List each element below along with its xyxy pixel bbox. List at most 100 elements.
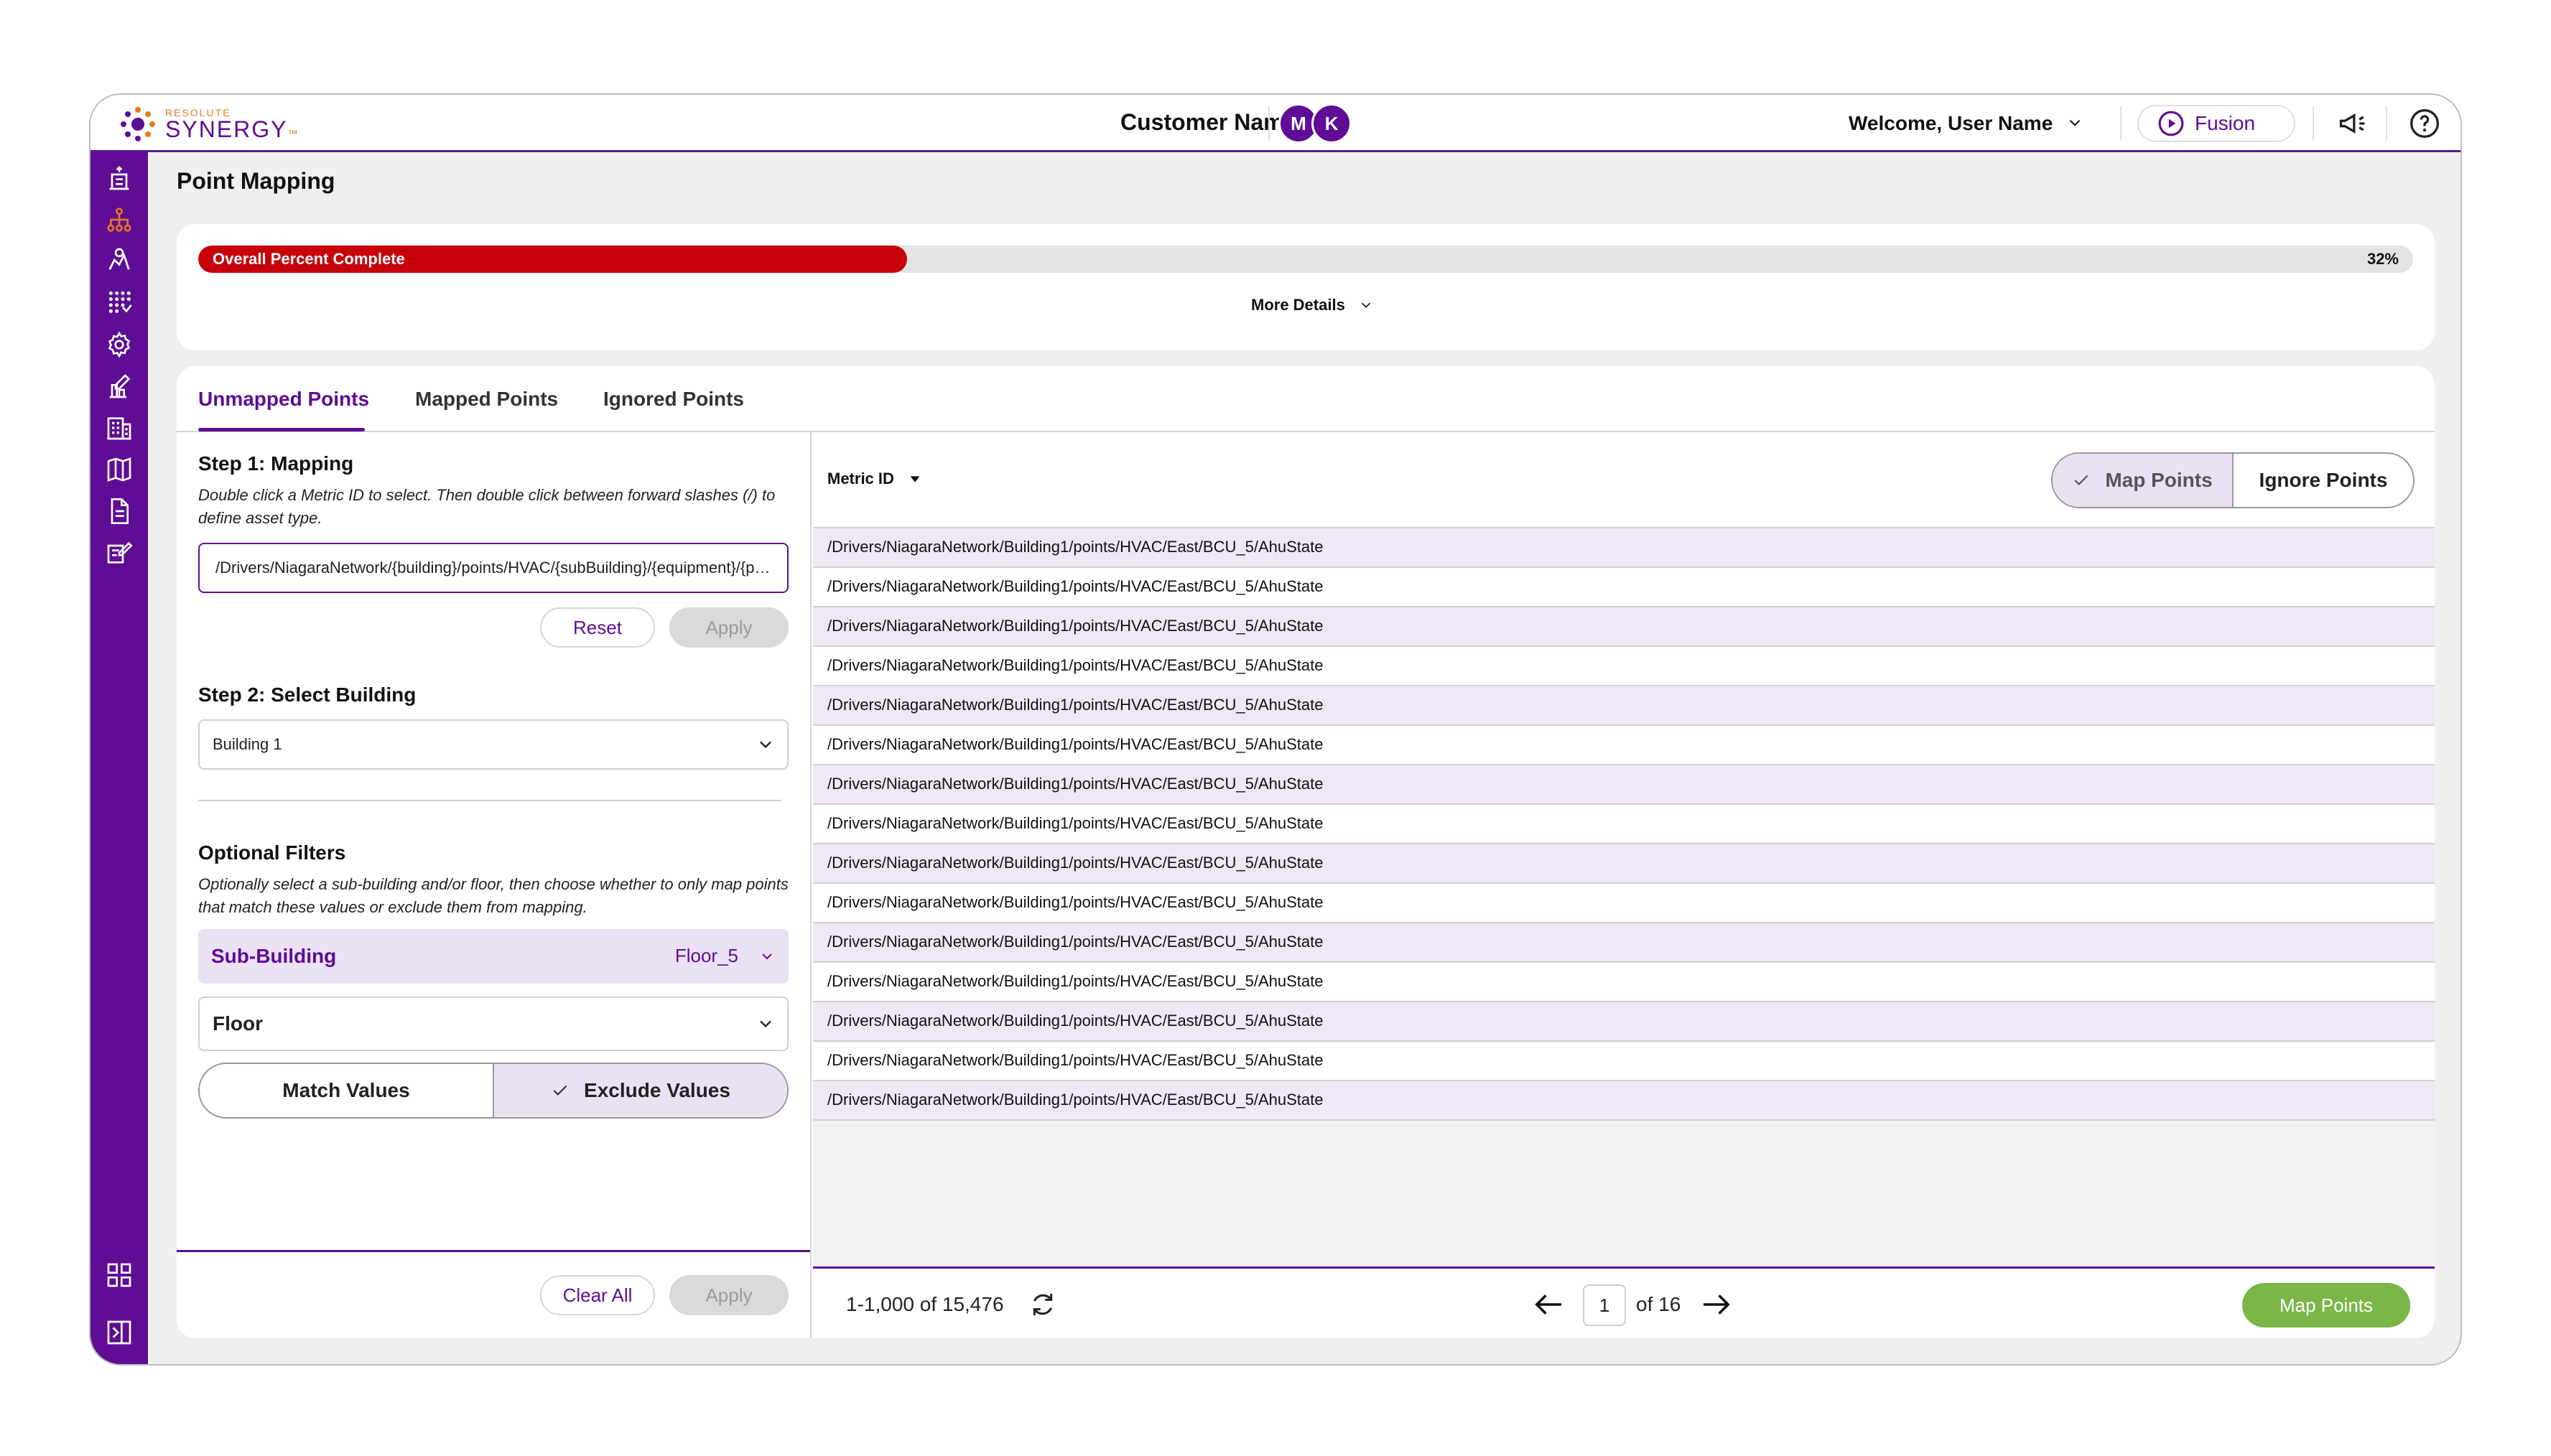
sub-building-select[interactable]: Sub-Building Floor_5 bbox=[198, 929, 789, 984]
megaphone-icon[interactable] bbox=[2337, 108, 2369, 139]
top-bar: RESOLUTE SYNERGY™ Customer Name M K Welc… bbox=[90, 95, 2461, 152]
map-points-option[interactable]: Map Points bbox=[2053, 454, 2234, 507]
metric-id-column-header[interactable]: Metric ID bbox=[827, 470, 923, 488]
map-book-icon[interactable] bbox=[105, 455, 134, 484]
progress-percent: 32% bbox=[2366, 250, 2399, 268]
check-icon bbox=[553, 1085, 567, 1096]
total-pages: of 16 bbox=[1636, 1293, 1681, 1315]
progress-card: Overall Percent Complete 32% More Detail… bbox=[177, 224, 2435, 350]
main-card: Unmapped Points Mapped Points Ignored Po… bbox=[177, 366, 2435, 1338]
table-row[interactable]: /Drivers/NiagaraNetwork/Building1/points… bbox=[813, 607, 2435, 647]
document-icon[interactable] bbox=[105, 497, 134, 526]
section-divider bbox=[198, 800, 781, 801]
table-row[interactable]: /Drivers/NiagaraNetwork/Building1/points… bbox=[813, 963, 2435, 1002]
app-window: RESOLUTE SYNERGY™ Customer Name M K Welc… bbox=[89, 93, 2462, 1366]
apps-grid-icon[interactable] bbox=[105, 1261, 134, 1289]
step1-description: Double click a Metric ID to select. Then… bbox=[198, 486, 776, 527]
tab-mapped-points[interactable]: Mapped Points bbox=[415, 388, 559, 410]
table-row[interactable]: /Drivers/NiagaraNetwork/Building1/points… bbox=[813, 1042, 2435, 1081]
edit-list-icon[interactable] bbox=[105, 538, 134, 567]
pagination-bar: 1-1,000 of 15,476 1 of 16 Map Points bbox=[813, 1266, 2435, 1338]
fusion-label: Fusion bbox=[2195, 112, 2256, 134]
match-exclude-toggle: Match Values Exclude Values bbox=[198, 1063, 789, 1119]
building-select[interactable]: Building 1 bbox=[198, 719, 789, 770]
sub-building-value: Floor_5 bbox=[674, 945, 738, 966]
chevron-down-icon bbox=[760, 1020, 771, 1028]
sub-building-label: Sub-Building bbox=[211, 945, 337, 967]
chevron-down-icon bbox=[760, 741, 771, 749]
table-row[interactable]: /Drivers/NiagaraNetwork/Building1/points… bbox=[813, 568, 2435, 607]
synergy-logo[interactable]: RESOLUTE SYNERGY™ bbox=[116, 103, 299, 145]
gear-icon[interactable] bbox=[105, 330, 134, 359]
active-tab-indicator bbox=[198, 428, 365, 431]
table-row[interactable]: /Drivers/NiagaraNetwork/Building1/points… bbox=[813, 726, 2435, 765]
map-points-option-label: Map Points bbox=[2105, 469, 2213, 491]
floor-select[interactable]: Floor bbox=[198, 997, 789, 1051]
optional-filters-title: Optional Filters bbox=[198, 841, 346, 864]
logo-name: SYNERGY™ bbox=[165, 116, 299, 142]
building-grid-icon[interactable] bbox=[105, 414, 134, 442]
metric-id-label: Metric ID bbox=[827, 470, 894, 487]
arrow-right-icon[interactable] bbox=[1701, 1292, 1732, 1317]
synergy-logo-icon bbox=[121, 107, 155, 141]
page-title: Point Mapping bbox=[177, 168, 335, 194]
floor-label: Floor bbox=[213, 1012, 263, 1035]
table-row[interactable]: /Drivers/NiagaraNetwork/Building1/points… bbox=[813, 1081, 2435, 1121]
header-divider bbox=[2386, 106, 2387, 141]
avatar[interactable]: K bbox=[1311, 103, 1352, 144]
fusion-button[interactable]: Fusion bbox=[2137, 105, 2295, 142]
page-number-input[interactable]: 1 bbox=[1583, 1284, 1626, 1326]
exclude-values-option[interactable]: Exclude Values bbox=[493, 1064, 787, 1117]
network-settings-icon[interactable] bbox=[105, 246, 134, 274]
points-grid-icon[interactable] bbox=[105, 287, 134, 316]
apply-mapping-button[interactable]: Apply bbox=[669, 607, 789, 648]
clear-all-button[interactable]: Clear All bbox=[540, 1275, 655, 1315]
chevron-down-icon bbox=[1361, 302, 1370, 309]
report-edit-icon[interactable] bbox=[105, 372, 134, 401]
arrow-left-icon[interactable] bbox=[1533, 1292, 1564, 1317]
apply-filters-button[interactable]: Apply bbox=[669, 1275, 789, 1315]
map-points-button[interactable]: Map Points bbox=[2242, 1283, 2410, 1327]
customer-name: Customer Name bbox=[1120, 109, 1297, 135]
step1-title: Step 1: Mapping bbox=[198, 452, 354, 475]
more-details-toggle[interactable]: More Details bbox=[1251, 296, 1374, 314]
step2-title: Step 2: Select Building bbox=[198, 683, 417, 706]
mapping-pattern-input[interactable]: /Drivers/NiagaraNetwork/{building}/point… bbox=[198, 543, 789, 593]
reset-button[interactable]: Reset bbox=[540, 607, 655, 648]
record-count: 1-1,000 of 15,476 bbox=[846, 1293, 1004, 1315]
table-row[interactable]: /Drivers/NiagaraNetwork/Building1/points… bbox=[813, 844, 2435, 884]
exit-icon[interactable] bbox=[105, 1318, 134, 1347]
exclude-values-label: Exclude Values bbox=[584, 1079, 730, 1101]
grid-header: Metric ID Map Points Ignore Points bbox=[813, 432, 2435, 528]
mapping-panel: Step 1: Mapping Double click a Metric ID… bbox=[177, 432, 812, 1338]
match-values-option[interactable]: Match Values bbox=[282, 1079, 410, 1101]
map-ignore-toggle: Map Points Ignore Points bbox=[2051, 452, 2415, 508]
refresh-icon[interactable] bbox=[1028, 1290, 1057, 1319]
points-grid: Metric ID Map Points Ignore Points /Driv… bbox=[813, 432, 2435, 1338]
logo-small-text: RESOLUTE bbox=[165, 107, 231, 118]
grid-rows: /Drivers/NiagaraNetwork/Building1/points… bbox=[813, 528, 2435, 1121]
help-icon[interactable] bbox=[2409, 108, 2440, 139]
user-menu[interactable]: Welcome, User Name bbox=[1849, 112, 2053, 134]
table-row[interactable]: /Drivers/NiagaraNetwork/Building1/points… bbox=[813, 647, 2435, 686]
table-row[interactable]: /Drivers/NiagaraNetwork/Building1/points… bbox=[813, 923, 2435, 963]
progress-label: Overall Percent Complete bbox=[213, 250, 405, 268]
table-row[interactable]: /Drivers/NiagaraNetwork/Building1/points… bbox=[813, 884, 2435, 923]
chevron-down-icon bbox=[762, 953, 772, 960]
table-row[interactable]: /Drivers/NiagaraNetwork/Building1/points… bbox=[813, 1002, 2435, 1042]
tab-unmapped-points[interactable]: Unmapped Points bbox=[198, 388, 370, 410]
hierarchy-icon[interactable] bbox=[105, 205, 134, 234]
building-upload-icon[interactable] bbox=[105, 164, 134, 192]
progress-bar: Overall Percent Complete 32% bbox=[198, 246, 2413, 273]
building-select-value: Building 1 bbox=[213, 735, 282, 753]
more-details-label: More Details bbox=[1251, 296, 1345, 314]
table-row[interactable]: /Drivers/NiagaraNetwork/Building1/points… bbox=[813, 805, 2435, 844]
table-row[interactable]: /Drivers/NiagaraNetwork/Building1/points… bbox=[813, 686, 2435, 726]
chevron-down-icon[interactable] bbox=[2066, 113, 2084, 132]
tab-bar: Unmapped Points Mapped Points Ignored Po… bbox=[177, 366, 2435, 432]
table-row[interactable]: /Drivers/NiagaraNetwork/Building1/points… bbox=[813, 765, 2435, 805]
ignore-points-option[interactable]: Ignore Points bbox=[2259, 469, 2388, 491]
tab-ignored-points[interactable]: Ignored Points bbox=[603, 388, 744, 410]
progress-fill: Overall Percent Complete bbox=[198, 246, 907, 273]
table-row[interactable]: /Drivers/NiagaraNetwork/Building1/points… bbox=[813, 528, 2435, 568]
